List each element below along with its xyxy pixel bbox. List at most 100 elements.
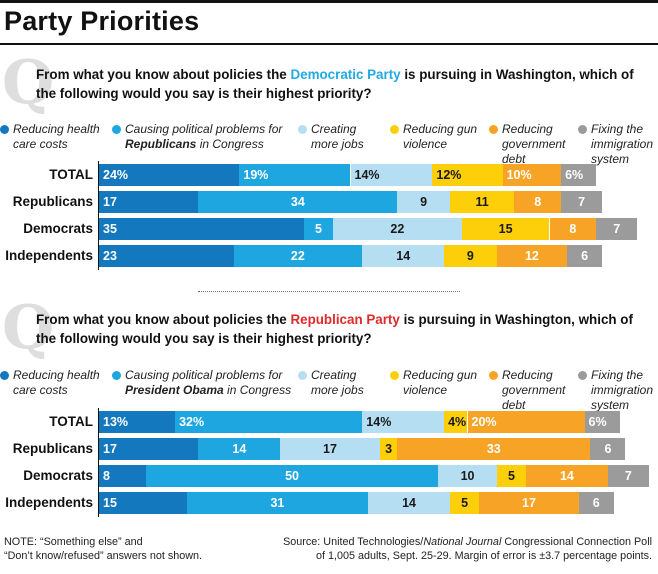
bar-value-label: 13% — [103, 415, 129, 429]
bar-segment: 5 — [450, 492, 480, 514]
source-prefix: Source: United Technologies/ — [283, 536, 424, 548]
legend-dot-icon — [578, 371, 587, 380]
bar-segment: 6% — [561, 164, 597, 186]
legend-line: Creating — [311, 368, 357, 382]
bar-value-label: 14 — [402, 496, 416, 510]
bar-segment: 14 — [198, 438, 281, 460]
bar-value-label: 50 — [285, 469, 299, 483]
bar-segment: 7 — [596, 218, 638, 240]
bar-value-label: 11 — [475, 195, 489, 209]
bar-segment: 31 — [186, 492, 369, 514]
bar-value-label: 23 — [103, 249, 117, 263]
bar-segment: 9 — [444, 245, 497, 267]
legend-line: Fixing the — [591, 122, 644, 136]
legend-label: Fixing the immigration system — [591, 122, 653, 167]
bar-segment: 32% — [175, 411, 363, 433]
question-suffix: is pursuing in Washington, which of the … — [36, 312, 633, 346]
page-title: Party Priorities — [4, 6, 200, 36]
axis-line — [98, 161, 99, 270]
legend-line: care costs — [13, 383, 68, 397]
legend-dot-icon — [298, 125, 307, 134]
bar-segment: 5 — [496, 465, 527, 487]
legend-dot-icon — [0, 371, 9, 380]
source-line-1: Source: United Technologies/National Jou… — [283, 535, 652, 549]
bar-value-label: 32% — [179, 415, 205, 429]
bar-value-label: 22 — [290, 249, 305, 263]
legend-line: violence — [403, 137, 448, 151]
bar-segment: 10% — [502, 164, 562, 186]
legend-line: Causing political problems for — [125, 368, 283, 382]
bar-value-label: 17 — [323, 442, 337, 456]
note: NOTE: “Something else” and “Don’t know/r… — [4, 535, 202, 563]
bar-segment: 14 — [368, 492, 450, 514]
legend-label: Reducing health care costs — [13, 122, 100, 152]
row-label: TOTAL — [49, 414, 93, 429]
bar-segment: 5 — [303, 218, 334, 240]
bar-value-label: 15 — [103, 496, 117, 510]
bar-value-label: 9 — [420, 195, 428, 209]
legend-label: Causing political problems for President … — [125, 368, 291, 398]
row-label: Democrats — [23, 221, 93, 236]
bar-value-label: 14% — [366, 415, 392, 429]
bar-segment: 17 — [280, 438, 380, 460]
bar-value-label: 8 — [569, 222, 577, 236]
legend-dot-icon — [298, 371, 307, 380]
question-party: Republican Party — [290, 312, 400, 327]
legend-line: more jobs — [311, 383, 364, 397]
legend-label: Reducing gun violence — [403, 122, 477, 152]
bar-value-label: 6 — [604, 442, 612, 456]
bar-segment: 6 — [567, 245, 603, 267]
bar-segment: 6 — [578, 492, 614, 514]
legend-label: Creating more jobs — [311, 368, 364, 398]
legend-line: President Obama in Congress — [125, 383, 291, 398]
source-suffix: Congressional Connection Poll — [501, 536, 652, 548]
bar-segment: 8 — [549, 218, 597, 240]
bar-segment: 23 — [99, 245, 234, 267]
bar-value-label: 14 — [232, 442, 247, 456]
bar-segment: 14% — [350, 164, 433, 186]
legend-rest-text: in Congress — [223, 383, 292, 397]
bar-value-label: 5 — [461, 496, 469, 510]
legend-line: government — [502, 383, 566, 397]
bar-value-label: 12% — [436, 168, 462, 182]
legend-dot-icon — [489, 125, 498, 134]
bar-segment: 6 — [590, 438, 626, 460]
bar-segment: 6% — [584, 411, 620, 433]
bar-value-label: 12 — [524, 249, 539, 263]
bar-value-label: 17 — [103, 195, 117, 209]
bar-segment: 17 — [99, 438, 199, 460]
legend-dot-icon — [390, 371, 399, 380]
bar-value-label: 8 — [534, 195, 542, 209]
source-line-2: of 1,005 adults, Sept. 25-29. Margin of … — [315, 550, 652, 562]
legend-dot-icon — [0, 125, 9, 134]
bar-segment: 14% — [362, 411, 445, 433]
row-label: TOTAL — [49, 167, 93, 182]
bar-segment: 10 — [438, 465, 497, 487]
title-rule — [0, 43, 658, 45]
bar-value-label: 19% — [243, 168, 269, 182]
legend-label: Reducing government debt — [502, 122, 565, 167]
bar-value-label: 9 — [466, 249, 474, 263]
bar-value-label: 31 — [270, 496, 285, 510]
legend-line: Reducing — [502, 122, 553, 136]
bar-segment: 12 — [496, 245, 567, 267]
legend-label: Causing political problems for Republican… — [125, 122, 282, 152]
bar-segment: 34 — [198, 191, 398, 213]
bar-value-label: 3 — [385, 442, 393, 456]
legend-line: Reducing gun — [403, 368, 478, 382]
axis-line — [98, 408, 99, 517]
legend-line: Republicans in Congress — [125, 137, 282, 152]
bar-segment: 17 — [99, 191, 199, 213]
legend-line: immigration — [591, 383, 654, 397]
bar-value-label: 6 — [592, 496, 600, 510]
bar-segment: 24% — [99, 164, 240, 186]
legend-line: debt — [502, 398, 526, 412]
legend-line: violence — [403, 383, 448, 397]
bar-value-label: 5 — [314, 222, 322, 236]
legend-bold-text: Republicans — [125, 137, 197, 151]
legend-dot-icon — [390, 125, 399, 134]
bar-value-label: 14 — [559, 469, 574, 483]
bar-value-label: 7 — [578, 195, 586, 209]
legend-line: care costs — [13, 137, 68, 151]
legend-line: system — [591, 398, 630, 412]
